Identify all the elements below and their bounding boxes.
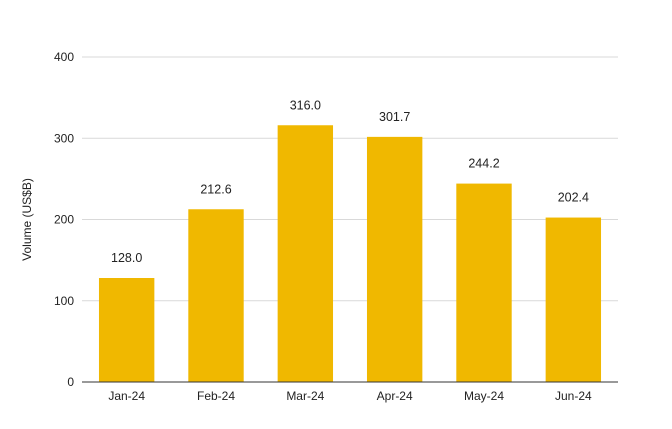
data-label: 212.6	[200, 182, 231, 196]
data-label: 316.0	[290, 98, 321, 112]
data-labels: 128.0 212.6 316.0 301.7 244.2 202.4	[111, 98, 589, 265]
x-tick-label: Jun-24	[555, 389, 592, 403]
bar	[366, 136, 423, 382]
data-label: 202.4	[558, 191, 589, 205]
y-tick-label: 200	[54, 213, 74, 227]
x-tick-label: Mar-24	[286, 389, 324, 403]
gridlines	[82, 56, 618, 302]
y-axis-ticks: 0 100 200 300 400	[54, 50, 74, 389]
y-tick-label: 300	[54, 131, 74, 145]
data-label: 128.0	[111, 251, 142, 265]
data-label: 244.2	[468, 157, 499, 171]
y-tick-label: 100	[54, 294, 74, 308]
x-tick-label: Feb-24	[197, 389, 235, 403]
bar	[98, 278, 155, 382]
y-tick-label: 0	[67, 375, 74, 389]
bar	[188, 209, 244, 382]
x-tick-label: Jan-24	[108, 389, 145, 403]
y-tick-label: 400	[54, 50, 74, 64]
y-axis-title: Volume (US$B)	[20, 178, 34, 261]
data-label: 301.7	[379, 110, 410, 124]
x-tick-label: Apr-24	[377, 389, 413, 403]
bar	[456, 183, 512, 382]
bar	[277, 125, 334, 382]
x-tick-label: May-24	[464, 389, 504, 403]
x-axis-ticks: Jan-24 Feb-24 Mar-24 Apr-24 May-24 Jun-24	[108, 389, 592, 403]
bar	[545, 217, 602, 382]
bars	[98, 125, 602, 382]
